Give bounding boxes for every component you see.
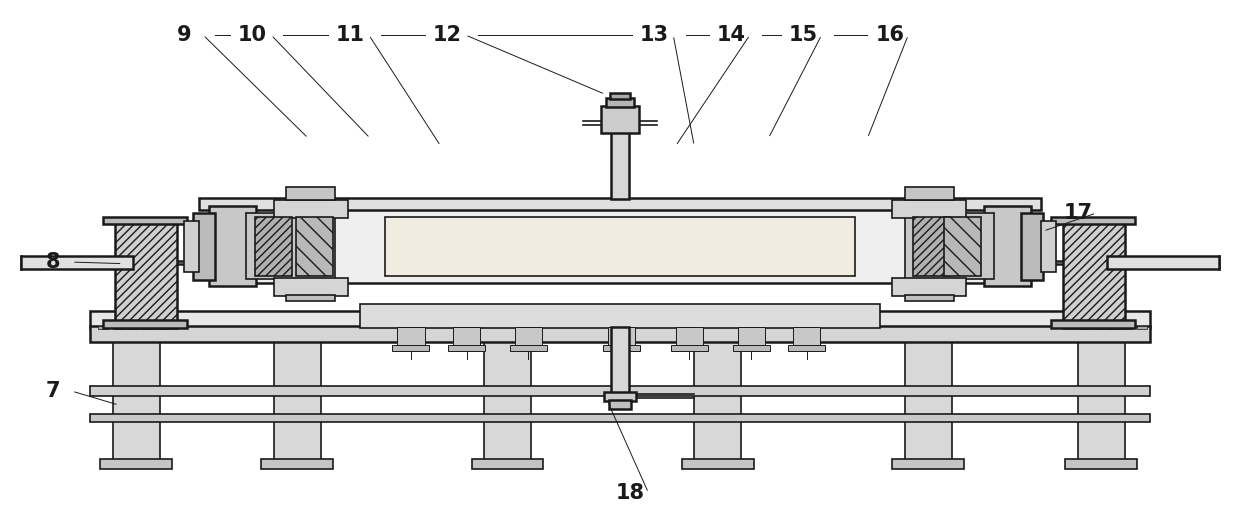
Bar	[609, 400, 631, 409]
Bar	[227, 206, 1013, 283]
Bar	[100, 459, 172, 469]
Bar	[893, 278, 966, 296]
Bar	[510, 345, 547, 351]
Bar	[448, 345, 485, 351]
Bar	[484, 342, 531, 461]
Bar	[128, 325, 138, 329]
Bar	[185, 221, 200, 272]
Bar	[983, 207, 1030, 286]
Bar	[1063, 219, 1125, 327]
Bar	[91, 414, 1149, 422]
Bar	[682, 459, 754, 469]
Bar	[893, 200, 966, 218]
Bar	[286, 295, 336, 301]
Bar	[1122, 325, 1132, 329]
Bar	[91, 325, 1149, 342]
Bar	[286, 187, 336, 200]
Bar	[157, 325, 167, 329]
Bar	[1050, 216, 1135, 224]
Bar	[210, 207, 257, 286]
Bar	[789, 345, 826, 351]
Bar	[601, 106, 639, 133]
Bar	[103, 320, 187, 327]
Bar	[103, 216, 187, 224]
Bar	[98, 325, 108, 329]
Bar	[1065, 459, 1137, 469]
Bar	[296, 217, 334, 276]
Bar	[1078, 342, 1125, 461]
Bar	[471, 459, 543, 469]
Bar	[1107, 325, 1117, 329]
Bar	[91, 386, 1149, 397]
Bar	[1050, 320, 1135, 327]
Text: 17: 17	[1063, 203, 1092, 223]
Bar	[143, 325, 153, 329]
Bar	[610, 93, 630, 100]
Text: 8: 8	[46, 252, 61, 272]
Bar	[913, 217, 950, 276]
Text: 10: 10	[238, 25, 267, 45]
Bar	[733, 345, 770, 351]
Text: 12: 12	[433, 25, 461, 45]
Bar	[611, 132, 629, 199]
Bar	[21, 256, 133, 269]
Bar	[453, 326, 480, 346]
Bar	[1021, 213, 1043, 280]
Bar	[904, 187, 954, 200]
Bar	[115, 219, 177, 327]
Text: 16: 16	[875, 25, 904, 45]
Bar	[603, 345, 640, 351]
Bar	[893, 459, 963, 469]
Bar	[1137, 325, 1147, 329]
Bar	[255, 217, 293, 276]
Bar	[904, 295, 954, 301]
Bar	[694, 342, 742, 461]
Bar	[676, 326, 703, 346]
Bar	[193, 213, 216, 280]
Bar	[274, 200, 347, 218]
Bar	[1092, 325, 1102, 329]
Bar	[1078, 325, 1087, 329]
Bar	[1040, 221, 1055, 272]
Bar	[392, 345, 429, 351]
Bar	[738, 326, 765, 346]
Bar	[671, 345, 708, 351]
Bar	[247, 213, 336, 279]
Bar	[608, 326, 635, 346]
Bar	[262, 459, 334, 469]
Text: 14: 14	[717, 25, 745, 45]
Bar	[360, 305, 880, 327]
Bar	[91, 311, 1149, 327]
Bar	[904, 342, 951, 461]
Text: 13: 13	[640, 25, 670, 45]
Bar	[274, 342, 321, 461]
Text: 9: 9	[177, 25, 192, 45]
Bar	[794, 326, 821, 346]
Bar	[397, 326, 424, 346]
Text: 15: 15	[789, 25, 817, 45]
Bar	[611, 326, 629, 394]
Bar	[113, 342, 160, 461]
Bar	[274, 278, 347, 296]
Bar	[1107, 256, 1219, 269]
Bar	[384, 216, 856, 276]
Bar	[604, 392, 636, 402]
Bar	[904, 213, 993, 279]
Bar	[606, 98, 634, 107]
Text: 18: 18	[615, 483, 645, 503]
Bar	[515, 326, 542, 346]
Bar	[200, 198, 1040, 211]
Bar	[113, 325, 123, 329]
Text: 11: 11	[336, 25, 365, 45]
Bar	[944, 217, 981, 276]
Text: 7: 7	[46, 381, 61, 401]
